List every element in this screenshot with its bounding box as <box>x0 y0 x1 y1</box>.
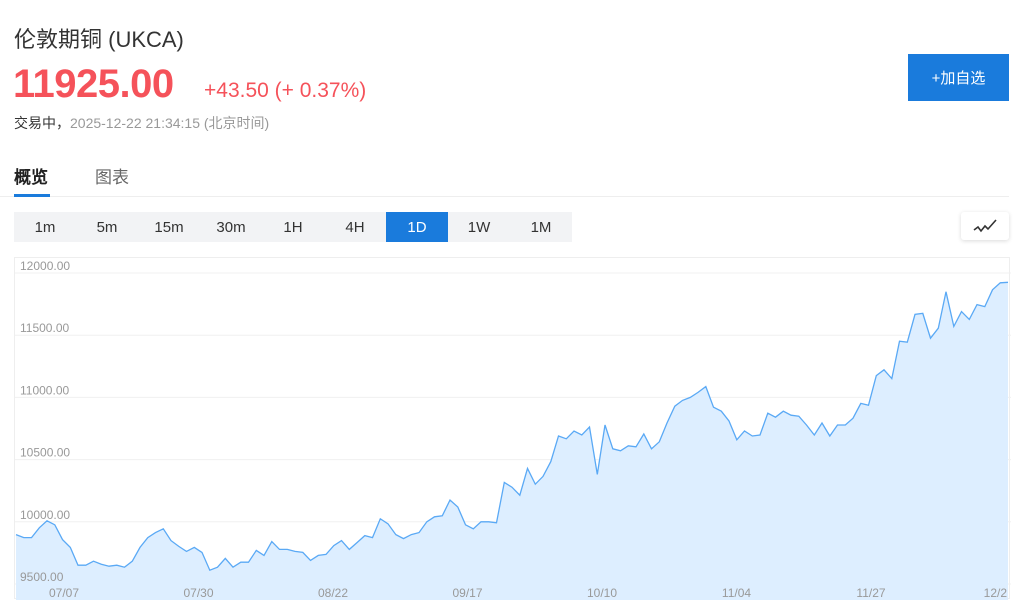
x-tick-label: 11/04 <box>722 586 751 600</box>
y-tick-label: 10000.00 <box>20 508 70 522</box>
x-tick-label: 10/10 <box>587 586 617 600</box>
period-selector: 1m 5m 15m 30m 1H 4H 1D 1W 1M <box>14 212 572 242</box>
chart-type-button[interactable] <box>961 212 1009 240</box>
timezone: (北京时间) <box>203 115 270 131</box>
x-tick-label: 11/27 <box>856 586 885 600</box>
y-tick-label: 10500.00 <box>20 446 70 460</box>
period-1mo[interactable]: 1M <box>530 218 552 236</box>
last-price: 11925.00 <box>13 62 174 106</box>
period-4h[interactable]: 4H <box>345 218 365 236</box>
x-tick-label: 07/30 <box>183 586 213 600</box>
add-watchlist-button[interactable]: +加自选 <box>908 54 1009 101</box>
instrument-title: 伦敦期铜 (UKCA) <box>14 27 184 52</box>
period-1m[interactable]: 1m <box>34 218 56 236</box>
price-line <box>15 281 1009 572</box>
period-1w[interactable]: 1W <box>467 218 491 236</box>
y-tick-label: 9500.00 <box>20 570 64 584</box>
tab-bar: 概览 图表 <box>0 160 1009 197</box>
period-1d[interactable]: 1D <box>386 212 448 242</box>
timestamp: 2025-12-22 21:34:15 <box>70 115 200 131</box>
period-30m[interactable]: 30m <box>216 218 246 236</box>
y-tick-label: 12000.00 <box>20 259 70 273</box>
y-tick-label: 11000.00 <box>20 383 69 397</box>
price-change: +43.50 (+ 0.37%) <box>204 79 367 102</box>
period-1h[interactable]: 1H <box>283 218 303 236</box>
status-label: 交易中， <box>14 115 70 131</box>
x-tick-label: 07/07 <box>49 586 79 600</box>
period-5m[interactable]: 5m <box>96 218 118 236</box>
y-tick-label: 11500.00 <box>20 321 69 335</box>
price-chart[interactable]: 12000.00 11500.00 11000.00 10500.00 10000.00… <box>14 257 1011 600</box>
x-tick-label: 12/2 <box>984 586 1008 600</box>
tab-overview[interactable]: 概览 <box>14 168 48 187</box>
area-fill <box>16 282 1008 600</box>
tab-chart[interactable]: 图表 <box>95 168 129 187</box>
period-15m[interactable]: 15m <box>154 218 184 236</box>
x-tick-label: 09/17 <box>452 586 482 600</box>
price-chart-svg: 12000.00 11500.00 11000.00 10500.00 10000.00… <box>15 259 1011 600</box>
x-tick-label: 08/22 <box>318 586 348 600</box>
active-tab-indicator <box>14 194 50 197</box>
line-chart-icon <box>973 219 997 233</box>
trading-status: 交易中，2025-12-22 21:34:15 (北京时间) <box>14 113 269 133</box>
